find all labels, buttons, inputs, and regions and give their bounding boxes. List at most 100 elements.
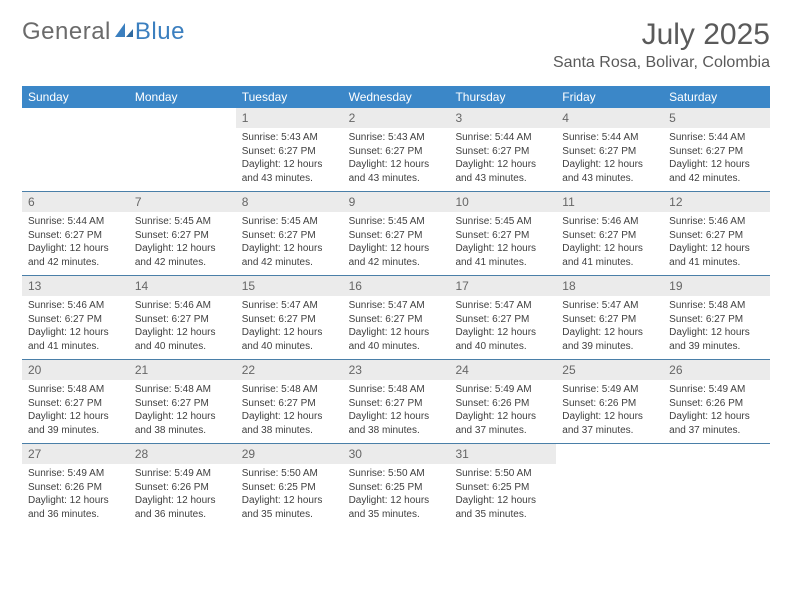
day-number	[663, 444, 770, 450]
day-content: Sunrise: 5:47 AMSunset: 6:27 PMDaylight:…	[343, 296, 450, 359]
day-line: and 40 minutes.	[349, 340, 444, 354]
day-number: 24	[449, 360, 556, 380]
day-line: Sunrise: 5:46 AM	[562, 215, 657, 229]
day-line: Daylight: 12 hours	[669, 410, 764, 424]
day-content: Sunrise: 5:47 AMSunset: 6:27 PMDaylight:…	[449, 296, 556, 359]
day-content: Sunrise: 5:44 AMSunset: 6:27 PMDaylight:…	[556, 128, 663, 191]
day-content: Sunrise: 5:46 AMSunset: 6:27 PMDaylight:…	[129, 296, 236, 359]
day-line: Sunrise: 5:47 AM	[242, 299, 337, 313]
day-line: Sunset: 6:27 PM	[349, 397, 444, 411]
day-line: Sunrise: 5:49 AM	[135, 467, 230, 481]
day-content: Sunrise: 5:50 AMSunset: 6:25 PMDaylight:…	[236, 464, 343, 527]
day-line: Sunset: 6:27 PM	[562, 313, 657, 327]
day-number: 23	[343, 360, 450, 380]
day-line: and 35 minutes.	[242, 508, 337, 522]
day-cell: 17Sunrise: 5:47 AMSunset: 6:27 PMDayligh…	[449, 276, 556, 359]
week-row: 13Sunrise: 5:46 AMSunset: 6:27 PMDayligh…	[22, 275, 770, 359]
day-number: 16	[343, 276, 450, 296]
day-cell	[22, 108, 129, 191]
day-content: Sunrise: 5:48 AMSunset: 6:27 PMDaylight:…	[663, 296, 770, 359]
day-number: 9	[343, 192, 450, 212]
day-line: Sunrise: 5:49 AM	[455, 383, 550, 397]
day-number: 10	[449, 192, 556, 212]
day-line: Sunrise: 5:50 AM	[349, 467, 444, 481]
day-line: Sunset: 6:25 PM	[349, 481, 444, 495]
day-cell: 11Sunrise: 5:46 AMSunset: 6:27 PMDayligh…	[556, 192, 663, 275]
day-line: Daylight: 12 hours	[455, 326, 550, 340]
day-content: Sunrise: 5:45 AMSunset: 6:27 PMDaylight:…	[343, 212, 450, 275]
day-line: and 41 minutes.	[669, 256, 764, 270]
day-cell	[556, 444, 663, 527]
header: General Blue July 2025 Santa Rosa, Boliv…	[22, 18, 770, 74]
day-content: Sunrise: 5:48 AMSunset: 6:27 PMDaylight:…	[129, 380, 236, 443]
day-line: and 42 minutes.	[135, 256, 230, 270]
day-cell: 29Sunrise: 5:50 AMSunset: 6:25 PMDayligh…	[236, 444, 343, 527]
day-line: Daylight: 12 hours	[135, 494, 230, 508]
day-cell	[129, 108, 236, 191]
day-number: 3	[449, 108, 556, 128]
day-line: and 40 minutes.	[135, 340, 230, 354]
day-number: 17	[449, 276, 556, 296]
day-number	[129, 108, 236, 114]
day-line: Sunrise: 5:45 AM	[349, 215, 444, 229]
day-line: and 35 minutes.	[455, 508, 550, 522]
day-line: Daylight: 12 hours	[242, 326, 337, 340]
weekday-header: Wednesday	[343, 86, 450, 108]
day-cell: 9Sunrise: 5:45 AMSunset: 6:27 PMDaylight…	[343, 192, 450, 275]
day-line: Sunset: 6:27 PM	[455, 313, 550, 327]
day-line: and 42 minutes.	[349, 256, 444, 270]
day-line: Sunset: 6:27 PM	[28, 397, 123, 411]
day-line: Sunset: 6:26 PM	[135, 481, 230, 495]
weekday-header: Sunday	[22, 86, 129, 108]
day-number: 22	[236, 360, 343, 380]
day-cell: 20Sunrise: 5:48 AMSunset: 6:27 PMDayligh…	[22, 360, 129, 443]
day-cell: 5Sunrise: 5:44 AMSunset: 6:27 PMDaylight…	[663, 108, 770, 191]
day-line: Sunrise: 5:44 AM	[455, 131, 550, 145]
day-number: 1	[236, 108, 343, 128]
day-number: 31	[449, 444, 556, 464]
day-line: Daylight: 12 hours	[349, 326, 444, 340]
day-line: Daylight: 12 hours	[242, 494, 337, 508]
month-title: July 2025	[553, 18, 770, 52]
day-number: 25	[556, 360, 663, 380]
day-line: Daylight: 12 hours	[455, 158, 550, 172]
weeks-container: 1Sunrise: 5:43 AMSunset: 6:27 PMDaylight…	[22, 108, 770, 527]
day-line: Sunset: 6:27 PM	[669, 229, 764, 243]
weekday-header: Tuesday	[236, 86, 343, 108]
day-line: Daylight: 12 hours	[349, 242, 444, 256]
logo-text-general: General	[22, 18, 111, 46]
day-line: and 38 minutes.	[349, 424, 444, 438]
day-number: 4	[556, 108, 663, 128]
day-cell: 1 Sunrise: 5:43 AMSunset: 6:27 PMDaylight…	[236, 108, 343, 191]
day-cell: 7Sunrise: 5:45 AMSunset: 6:27 PMDaylight…	[129, 192, 236, 275]
day-content: Sunrise: 5:50 AMSunset: 6:25 PMDaylight:…	[343, 464, 450, 527]
day-line: Daylight: 12 hours	[28, 410, 123, 424]
day-content: Sunrise: 5:49 AMSunset: 6:26 PMDaylight:…	[556, 380, 663, 443]
day-line: Sunrise: 5:49 AM	[562, 383, 657, 397]
day-line: Daylight: 12 hours	[349, 158, 444, 172]
day-content: Sunrise: 5:48 AMSunset: 6:27 PMDaylight:…	[236, 380, 343, 443]
day-line: Sunrise: 5:43 AM	[242, 131, 337, 145]
day-line: Sunrise: 5:44 AM	[669, 131, 764, 145]
day-cell: 23Sunrise: 5:48 AMSunset: 6:27 PMDayligh…	[343, 360, 450, 443]
day-line: and 39 minutes.	[28, 424, 123, 438]
day-cell: 12Sunrise: 5:46 AMSunset: 6:27 PMDayligh…	[663, 192, 770, 275]
day-line: Daylight: 12 hours	[242, 158, 337, 172]
day-line: Sunset: 6:27 PM	[242, 145, 337, 159]
day-content: Sunrise: 5:46 AMSunset: 6:27 PMDaylight:…	[556, 212, 663, 275]
day-content: Sunrise: 5:48 AMSunset: 6:27 PMDaylight:…	[343, 380, 450, 443]
day-line: Sunset: 6:27 PM	[455, 145, 550, 159]
day-line: Daylight: 12 hours	[28, 494, 123, 508]
day-line: Daylight: 12 hours	[562, 158, 657, 172]
day-content: Sunrise: 5:44 AMSunset: 6:27 PMDaylight:…	[22, 212, 129, 275]
day-line: Sunset: 6:27 PM	[242, 229, 337, 243]
day-line: Sunset: 6:27 PM	[242, 397, 337, 411]
day-number: 5	[663, 108, 770, 128]
day-line: and 40 minutes.	[242, 340, 337, 354]
day-line: Sunrise: 5:45 AM	[455, 215, 550, 229]
day-line: and 43 minutes.	[242, 172, 337, 186]
day-line: Sunrise: 5:47 AM	[562, 299, 657, 313]
day-line: Daylight: 12 hours	[669, 242, 764, 256]
day-content: Sunrise: 5:44 AMSunset: 6:27 PMDaylight:…	[663, 128, 770, 191]
day-line: and 42 minutes.	[242, 256, 337, 270]
